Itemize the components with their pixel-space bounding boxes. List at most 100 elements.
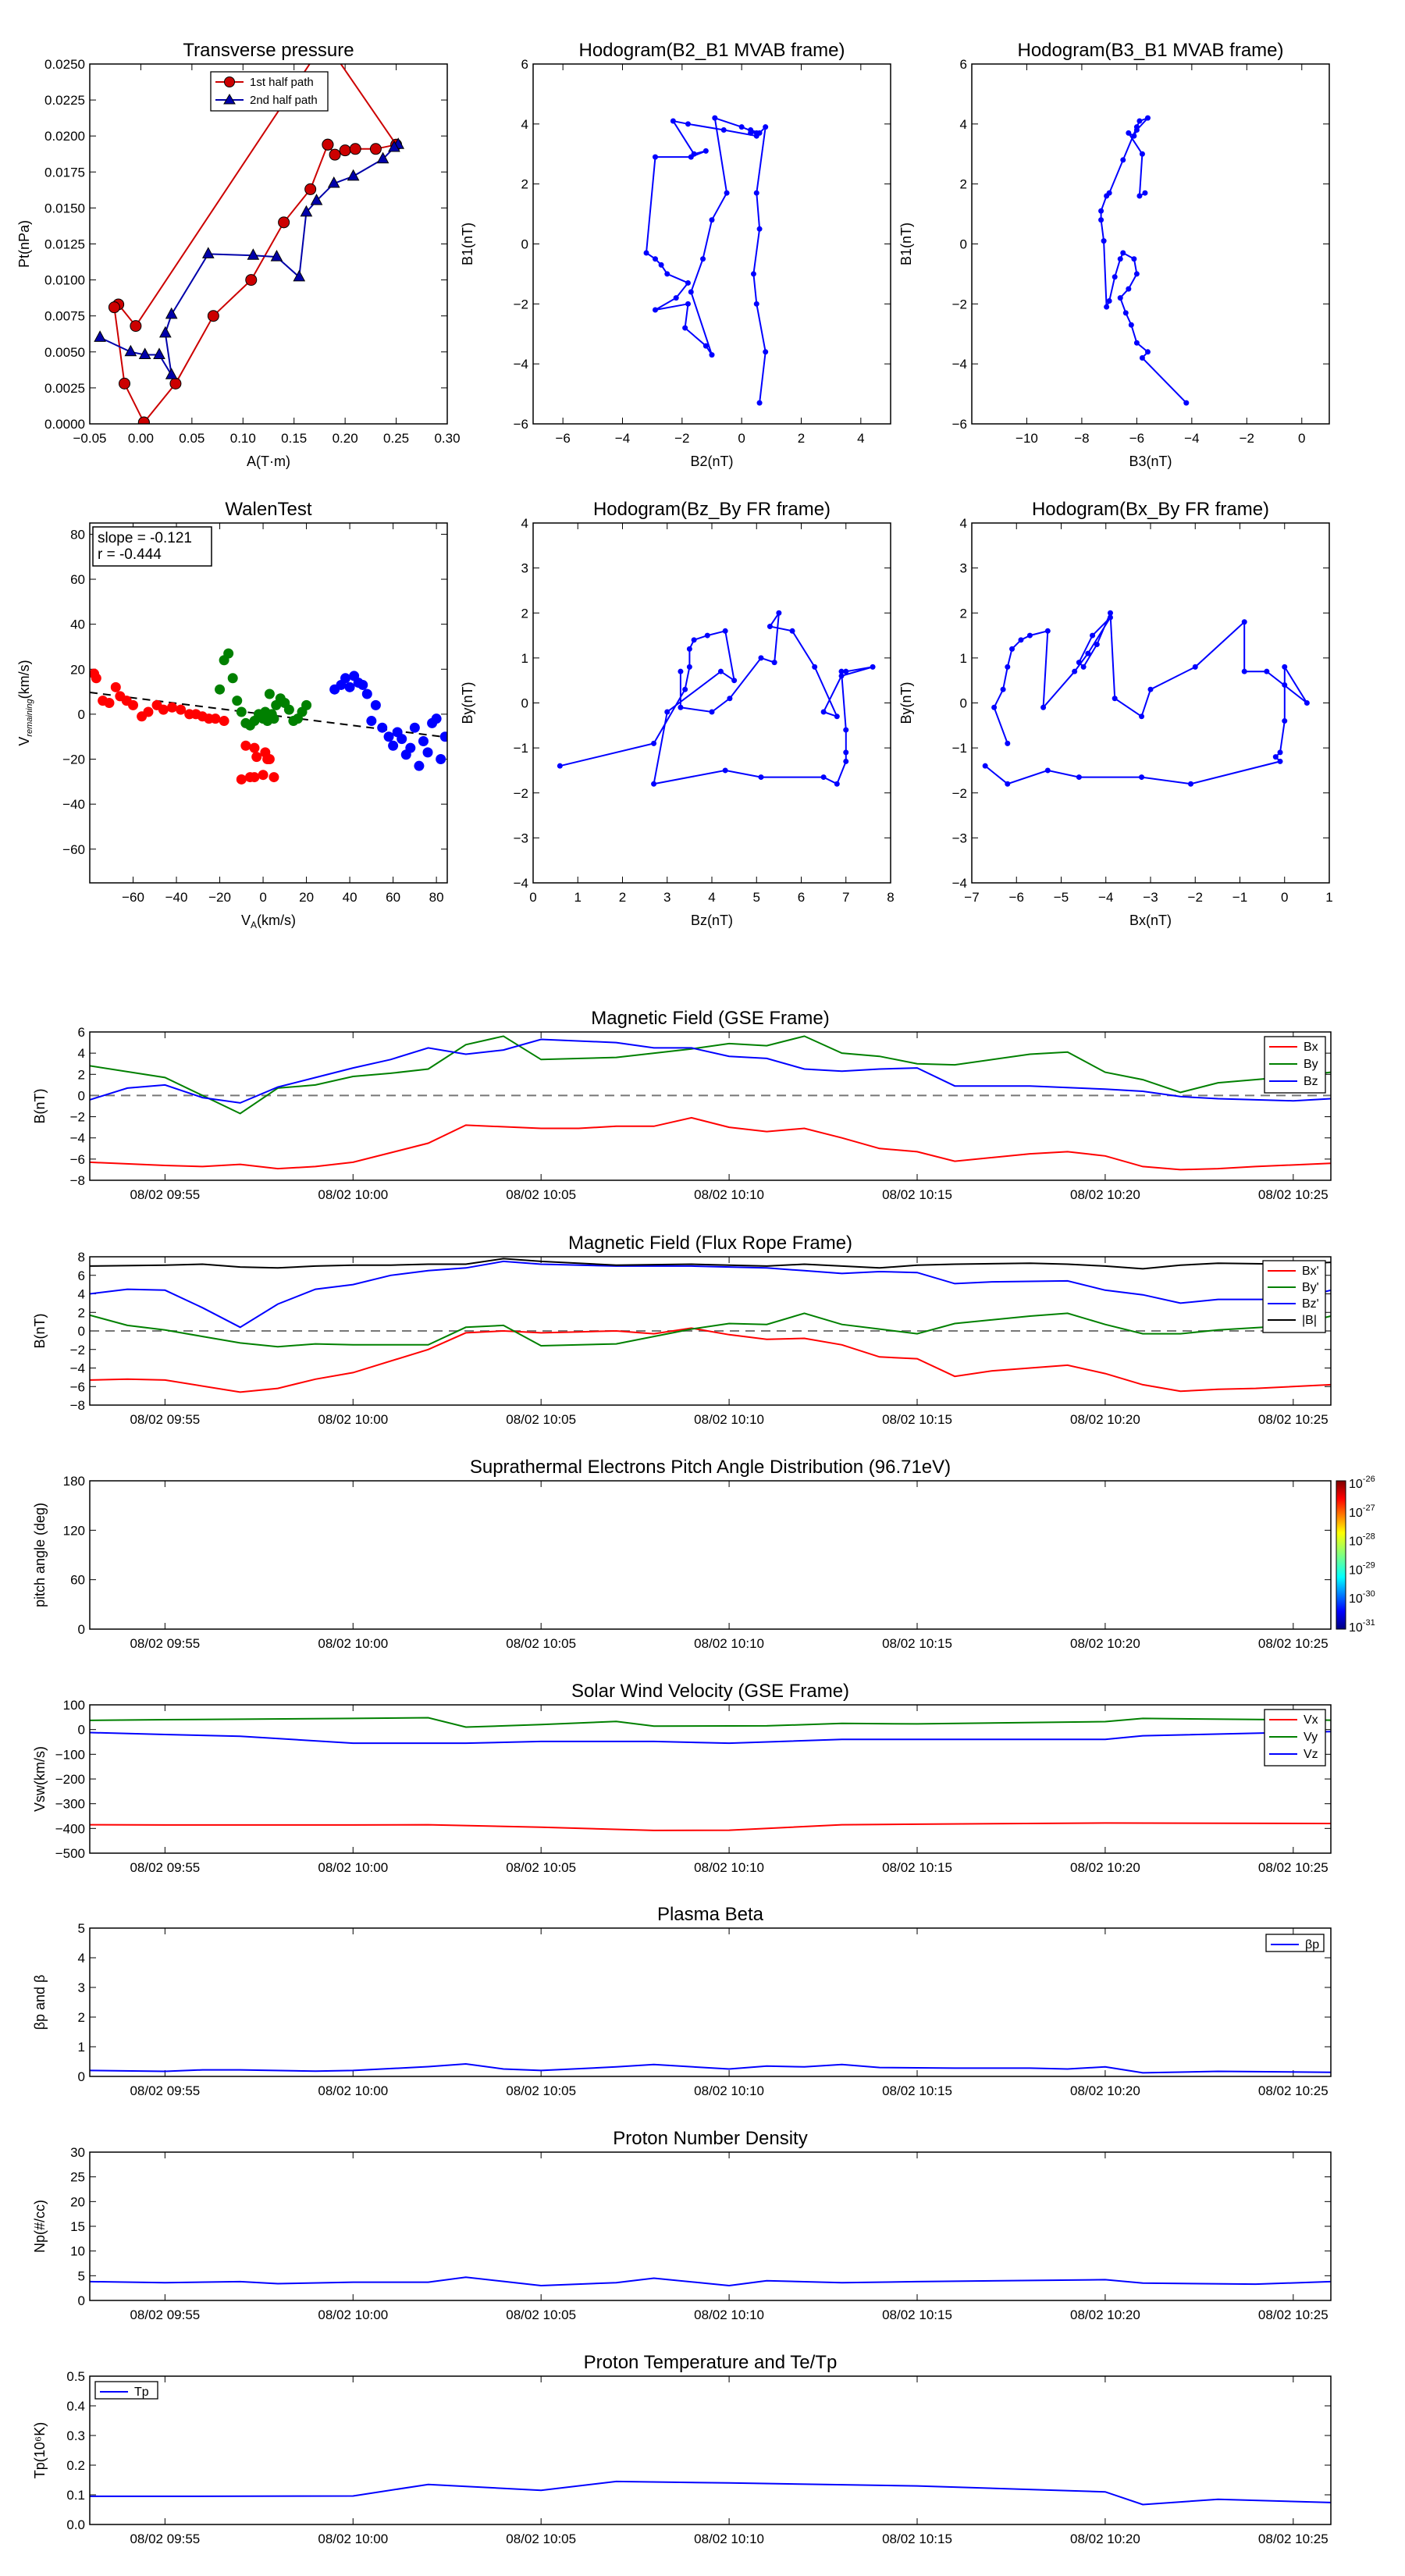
y-axis-label-unit: (km/s) (16, 660, 32, 699)
data-point (1040, 704, 1047, 710)
data-point (1090, 632, 1096, 639)
x-tick-label: 08/02 10:20 (1070, 2532, 1140, 2546)
chart-np: Proton Number Density 08/02 09:55 08/02 10… (32, 2128, 1332, 2322)
x-tick-label: 08/02 10:00 (318, 1412, 388, 1427)
series-line-βp (90, 2062, 1331, 2074)
y-tick-label: 120 (63, 1523, 85, 1538)
data-point (1126, 130, 1132, 136)
data-point (1264, 668, 1270, 674)
x-tick-label: −1 (1232, 890, 1247, 905)
data-point (664, 271, 670, 277)
data-point (991, 704, 998, 710)
y-axis-label: B1(nT) (898, 222, 914, 265)
x-axis-label: Bz(nT) (691, 913, 733, 928)
data-point (750, 271, 756, 277)
x-tick-label: 5 (753, 890, 760, 905)
data-point (236, 706, 247, 717)
data-point (738, 124, 745, 130)
legend-label: Vy (1304, 1731, 1318, 1744)
plot-area (90, 1035, 1331, 1171)
data-point (834, 781, 840, 787)
x-tick-label: 08/02 10:25 (1258, 1636, 1329, 1651)
y-tick-label: 0.0250 (44, 57, 85, 72)
colorbar-exponent: -29 (1363, 1560, 1375, 1570)
series-line-Bz (90, 1038, 1331, 1104)
y-tick-label: 0.1 (66, 2488, 85, 2503)
data-point (652, 256, 658, 262)
data-point (329, 148, 341, 161)
data-point (652, 307, 658, 313)
x-tick-label: 08/02 10:00 (318, 2307, 388, 2322)
data-point (270, 250, 283, 262)
y-tick-label: 0 (78, 707, 85, 722)
data-point (717, 668, 724, 674)
x-tick-label: −3 (1143, 890, 1158, 905)
data-point (366, 716, 377, 727)
data-point (158, 704, 169, 715)
data-point (843, 758, 849, 764)
y-axis-label: B(nT) (32, 1314, 48, 1349)
data-point (1120, 250, 1126, 256)
data-point (727, 696, 733, 702)
y-tick-label: 0 (78, 1723, 85, 1738)
data-point (1072, 668, 1078, 674)
data-point (405, 742, 416, 753)
x-tick-label: 0.15 (281, 431, 307, 446)
data-point (165, 368, 178, 379)
plot-frame (89, 1927, 1332, 2077)
data-point (344, 681, 355, 692)
data-point (1142, 190, 1148, 196)
data-point (820, 709, 827, 715)
legend-label: Vz (1304, 1748, 1318, 1761)
data-point (1085, 650, 1091, 656)
x-tick-label: 08/02 10:20 (1070, 1187, 1140, 1202)
annotation-box (92, 526, 212, 567)
x-tick-label: 08/02 10:00 (318, 2083, 388, 2098)
data-point (1076, 774, 1082, 781)
x-tick-label: 08/02 10:10 (694, 1412, 764, 1427)
legend-label: βp (1305, 1938, 1319, 1952)
x-tick-label: −8 (1074, 431, 1089, 446)
x-tick-label: −4 (615, 431, 630, 446)
data-point (756, 400, 763, 406)
data-point (838, 673, 845, 679)
data-point (1133, 127, 1140, 133)
x-tick-label: 0.00 (128, 431, 154, 446)
x-tick-label: −4 (1184, 431, 1199, 446)
chart-transverse_pressure: Transverse pressure −0.05 0.00 0.05 0.10 0.15… (16, 40, 461, 469)
series-line-Tp (90, 2480, 1331, 2506)
data-point (1128, 322, 1134, 328)
y-tick-label: −1 (952, 741, 967, 756)
data-point (414, 760, 425, 771)
y-tick-label: 6 (521, 57, 528, 72)
y-tick-label: −8 (70, 1173, 85, 1188)
x-axis-label: A(T·m) (247, 454, 290, 469)
y-tick-label: 3 (521, 561, 528, 576)
y-tick-label: −3 (514, 831, 528, 845)
data-point (1044, 767, 1051, 774)
plot-frame (89, 1704, 1332, 1854)
data-point (643, 250, 649, 256)
data-point (91, 673, 101, 684)
x-tick-label: 08/02 09:55 (130, 1860, 200, 1875)
data-point (158, 326, 172, 338)
series-line-Bx (90, 1116, 1331, 1171)
data-point (439, 731, 447, 742)
data-point (370, 699, 381, 710)
y-tick-label: −2 (952, 786, 967, 801)
data-point (1112, 696, 1118, 702)
x-tick-label: 1 (1325, 890, 1332, 905)
y-tick-label: 0.5 (66, 2369, 85, 2384)
data-point (1272, 754, 1279, 760)
x-tick-label: 08/02 10:00 (318, 2532, 388, 2546)
y-tick-label: −4 (70, 1361, 85, 1376)
chart-title: Hodogram(Bx_By FR frame) (1032, 499, 1269, 520)
y-tick-label: 3 (78, 1980, 85, 1995)
y-tick-label: −2 (952, 297, 967, 311)
colorbar-exponent: -26 (1363, 1475, 1375, 1484)
legend-label: 2nd half path (250, 94, 318, 107)
data-point (688, 154, 694, 160)
x-tick-label: 08/02 10:00 (318, 1187, 388, 1202)
x-tick-label: 08/02 10:05 (506, 1187, 576, 1202)
x-tick-label: 08/02 10:20 (1070, 2307, 1140, 2322)
